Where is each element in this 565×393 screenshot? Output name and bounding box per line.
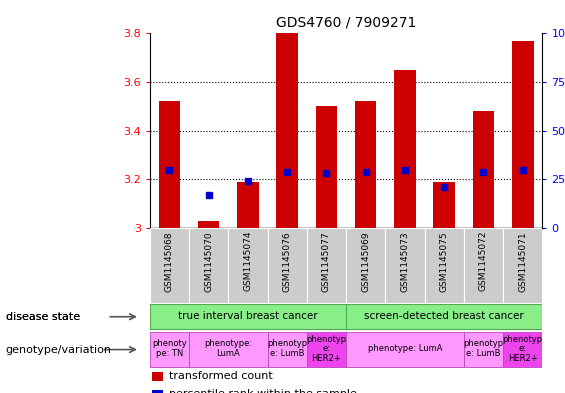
Text: GSM1145069: GSM1145069 — [361, 231, 370, 292]
Text: GSM1145070: GSM1145070 — [204, 231, 213, 292]
Bar — [237, 182, 259, 228]
Text: GSM1145073: GSM1145073 — [401, 231, 410, 292]
Bar — [464, 332, 503, 367]
Bar — [159, 101, 180, 228]
Text: phenotyp
e:
HER2+: phenotyp e: HER2+ — [503, 334, 543, 363]
Bar — [276, 33, 298, 228]
Bar — [150, 304, 346, 329]
Text: phenoty
pe: TN: phenoty pe: TN — [152, 340, 187, 358]
Text: disease state: disease state — [6, 312, 80, 322]
Text: transformed count: transformed count — [169, 371, 273, 381]
Bar — [198, 220, 219, 228]
Text: GSM1145077: GSM1145077 — [322, 231, 331, 292]
Text: GSM1145072: GSM1145072 — [479, 231, 488, 292]
Bar — [512, 41, 533, 228]
Text: phenotyp
e: LumB: phenotyp e: LumB — [463, 340, 503, 358]
Bar — [189, 228, 228, 303]
Bar — [153, 372, 163, 381]
Text: percentile rank within the sample: percentile rank within the sample — [169, 389, 357, 393]
Text: phenotyp
e: LumB: phenotyp e: LumB — [267, 340, 307, 358]
Bar — [385, 228, 425, 303]
Bar — [464, 228, 503, 303]
Bar — [189, 332, 268, 367]
Text: phenotype:
LumA: phenotype: LumA — [204, 340, 253, 358]
Bar — [307, 228, 346, 303]
Bar — [346, 304, 542, 329]
Text: GSM1145071: GSM1145071 — [518, 231, 527, 292]
Text: GSM1145074: GSM1145074 — [244, 231, 253, 292]
Bar — [150, 228, 189, 303]
Bar — [307, 332, 346, 367]
Bar — [425, 228, 464, 303]
Text: true interval breast cancer: true interval breast cancer — [178, 311, 318, 321]
Text: phenotype: LumA: phenotype: LumA — [368, 344, 442, 353]
Text: screen-detected breast cancer: screen-detected breast cancer — [364, 311, 524, 321]
Bar — [228, 228, 268, 303]
Bar — [153, 389, 163, 393]
Title: GDS4760 / 7909271: GDS4760 / 7909271 — [276, 15, 416, 29]
Bar — [473, 111, 494, 228]
Bar — [346, 228, 385, 303]
Bar — [433, 182, 455, 228]
Bar — [150, 332, 189, 367]
Bar — [355, 101, 376, 228]
Text: disease state: disease state — [6, 312, 80, 322]
Bar — [503, 228, 542, 303]
Text: phenotyp
e:
HER2+: phenotyp e: HER2+ — [306, 334, 346, 363]
Bar — [346, 332, 464, 367]
Text: genotype/variation: genotype/variation — [6, 345, 112, 354]
Bar — [316, 107, 337, 228]
Text: GSM1145075: GSM1145075 — [440, 231, 449, 292]
Bar — [394, 70, 416, 228]
Bar — [503, 332, 542, 367]
Text: GSM1145068: GSM1145068 — [165, 231, 174, 292]
Bar — [268, 228, 307, 303]
Text: GSM1145076: GSM1145076 — [282, 231, 292, 292]
Bar — [268, 332, 307, 367]
